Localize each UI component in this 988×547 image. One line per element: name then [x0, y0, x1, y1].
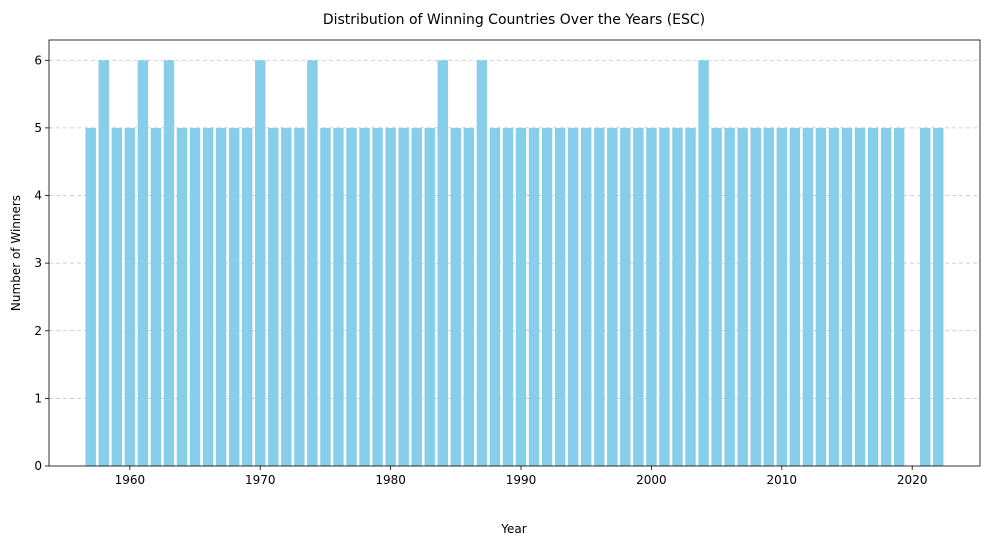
chart-title: Distribution of Winning Countries Over t… — [323, 12, 705, 28]
bar — [620, 127, 631, 467]
bar — [711, 127, 722, 467]
bar — [385, 127, 396, 467]
bar — [476, 60, 488, 467]
y-tick-label: 0 — [34, 459, 42, 473]
bar — [281, 127, 292, 467]
bar — [294, 127, 305, 467]
y-axis-ticks: 0 1 2 3 4 5 6 — [34, 53, 49, 473]
bar — [515, 127, 527, 467]
x-tick-label: 1970 — [245, 473, 276, 487]
bar — [137, 60, 149, 467]
bar — [880, 127, 892, 467]
bar — [307, 60, 318, 467]
bar — [189, 127, 201, 467]
bar — [268, 127, 279, 467]
bar — [763, 127, 774, 467]
x-tick-label: 1990 — [506, 473, 537, 487]
bar — [228, 127, 240, 467]
bar — [411, 127, 422, 467]
bar — [724, 127, 735, 467]
x-tick-label: 2020 — [897, 473, 928, 487]
bar — [255, 60, 266, 467]
y-tick-label: 3 — [34, 256, 42, 270]
bar — [698, 60, 709, 467]
x-axis-ticks: 1960 1970 1980 1990 2000 2010 2020 — [115, 466, 928, 487]
bar — [802, 127, 814, 467]
bar — [815, 127, 827, 467]
bar — [737, 127, 748, 467]
axes — [48, 39, 981, 467]
bars — [85, 60, 944, 467]
bar — [685, 127, 696, 467]
bar — [320, 127, 331, 467]
bar — [920, 127, 931, 467]
bar — [867, 127, 879, 467]
x-axis-label: Year — [500, 522, 526, 536]
bar — [215, 127, 227, 467]
x-tick-label: 1980 — [375, 473, 406, 487]
x-tick-label: 1960 — [115, 473, 146, 487]
bar — [528, 127, 540, 467]
bar — [607, 127, 618, 467]
bar — [750, 127, 761, 467]
bar — [437, 60, 448, 467]
x-tick-label: 2000 — [636, 473, 667, 487]
y-tick-label: 6 — [34, 53, 42, 67]
bar — [463, 127, 475, 467]
bar — [124, 127, 136, 467]
bar — [854, 127, 866, 467]
y-tick-label: 4 — [34, 189, 42, 203]
bar — [541, 127, 553, 467]
bar — [333, 127, 344, 467]
y-tick-label: 2 — [34, 324, 42, 338]
bar — [789, 127, 801, 467]
bar — [424, 127, 435, 467]
bar — [776, 127, 788, 467]
bar — [359, 127, 370, 467]
bar — [502, 127, 514, 467]
bar — [398, 127, 409, 467]
bar — [646, 127, 657, 467]
y-axis-label: Number of Winners — [9, 195, 23, 311]
gridlines — [49, 59, 980, 399]
bar — [567, 127, 579, 467]
bar — [111, 127, 123, 467]
bar — [554, 127, 566, 467]
bar — [150, 127, 162, 467]
plot-frame — [48, 39, 981, 467]
bar — [659, 127, 670, 467]
bar — [594, 127, 605, 467]
y-tick-label: 1 — [34, 391, 42, 405]
bar — [372, 127, 383, 467]
bar — [672, 127, 683, 467]
bar — [450, 127, 462, 467]
bar — [346, 127, 357, 467]
bar — [489, 127, 501, 467]
bar — [176, 127, 188, 467]
bar — [163, 60, 175, 467]
bar — [581, 127, 592, 467]
bar — [98, 60, 109, 467]
bar — [828, 127, 840, 467]
bar — [633, 127, 644, 467]
y-tick-label: 5 — [34, 121, 42, 135]
bar — [202, 127, 214, 467]
bar — [933, 127, 944, 467]
bar — [841, 127, 853, 467]
x-tick-label: 2010 — [767, 473, 798, 487]
bar — [241, 127, 253, 467]
bar — [85, 127, 96, 467]
bar — [893, 127, 905, 467]
